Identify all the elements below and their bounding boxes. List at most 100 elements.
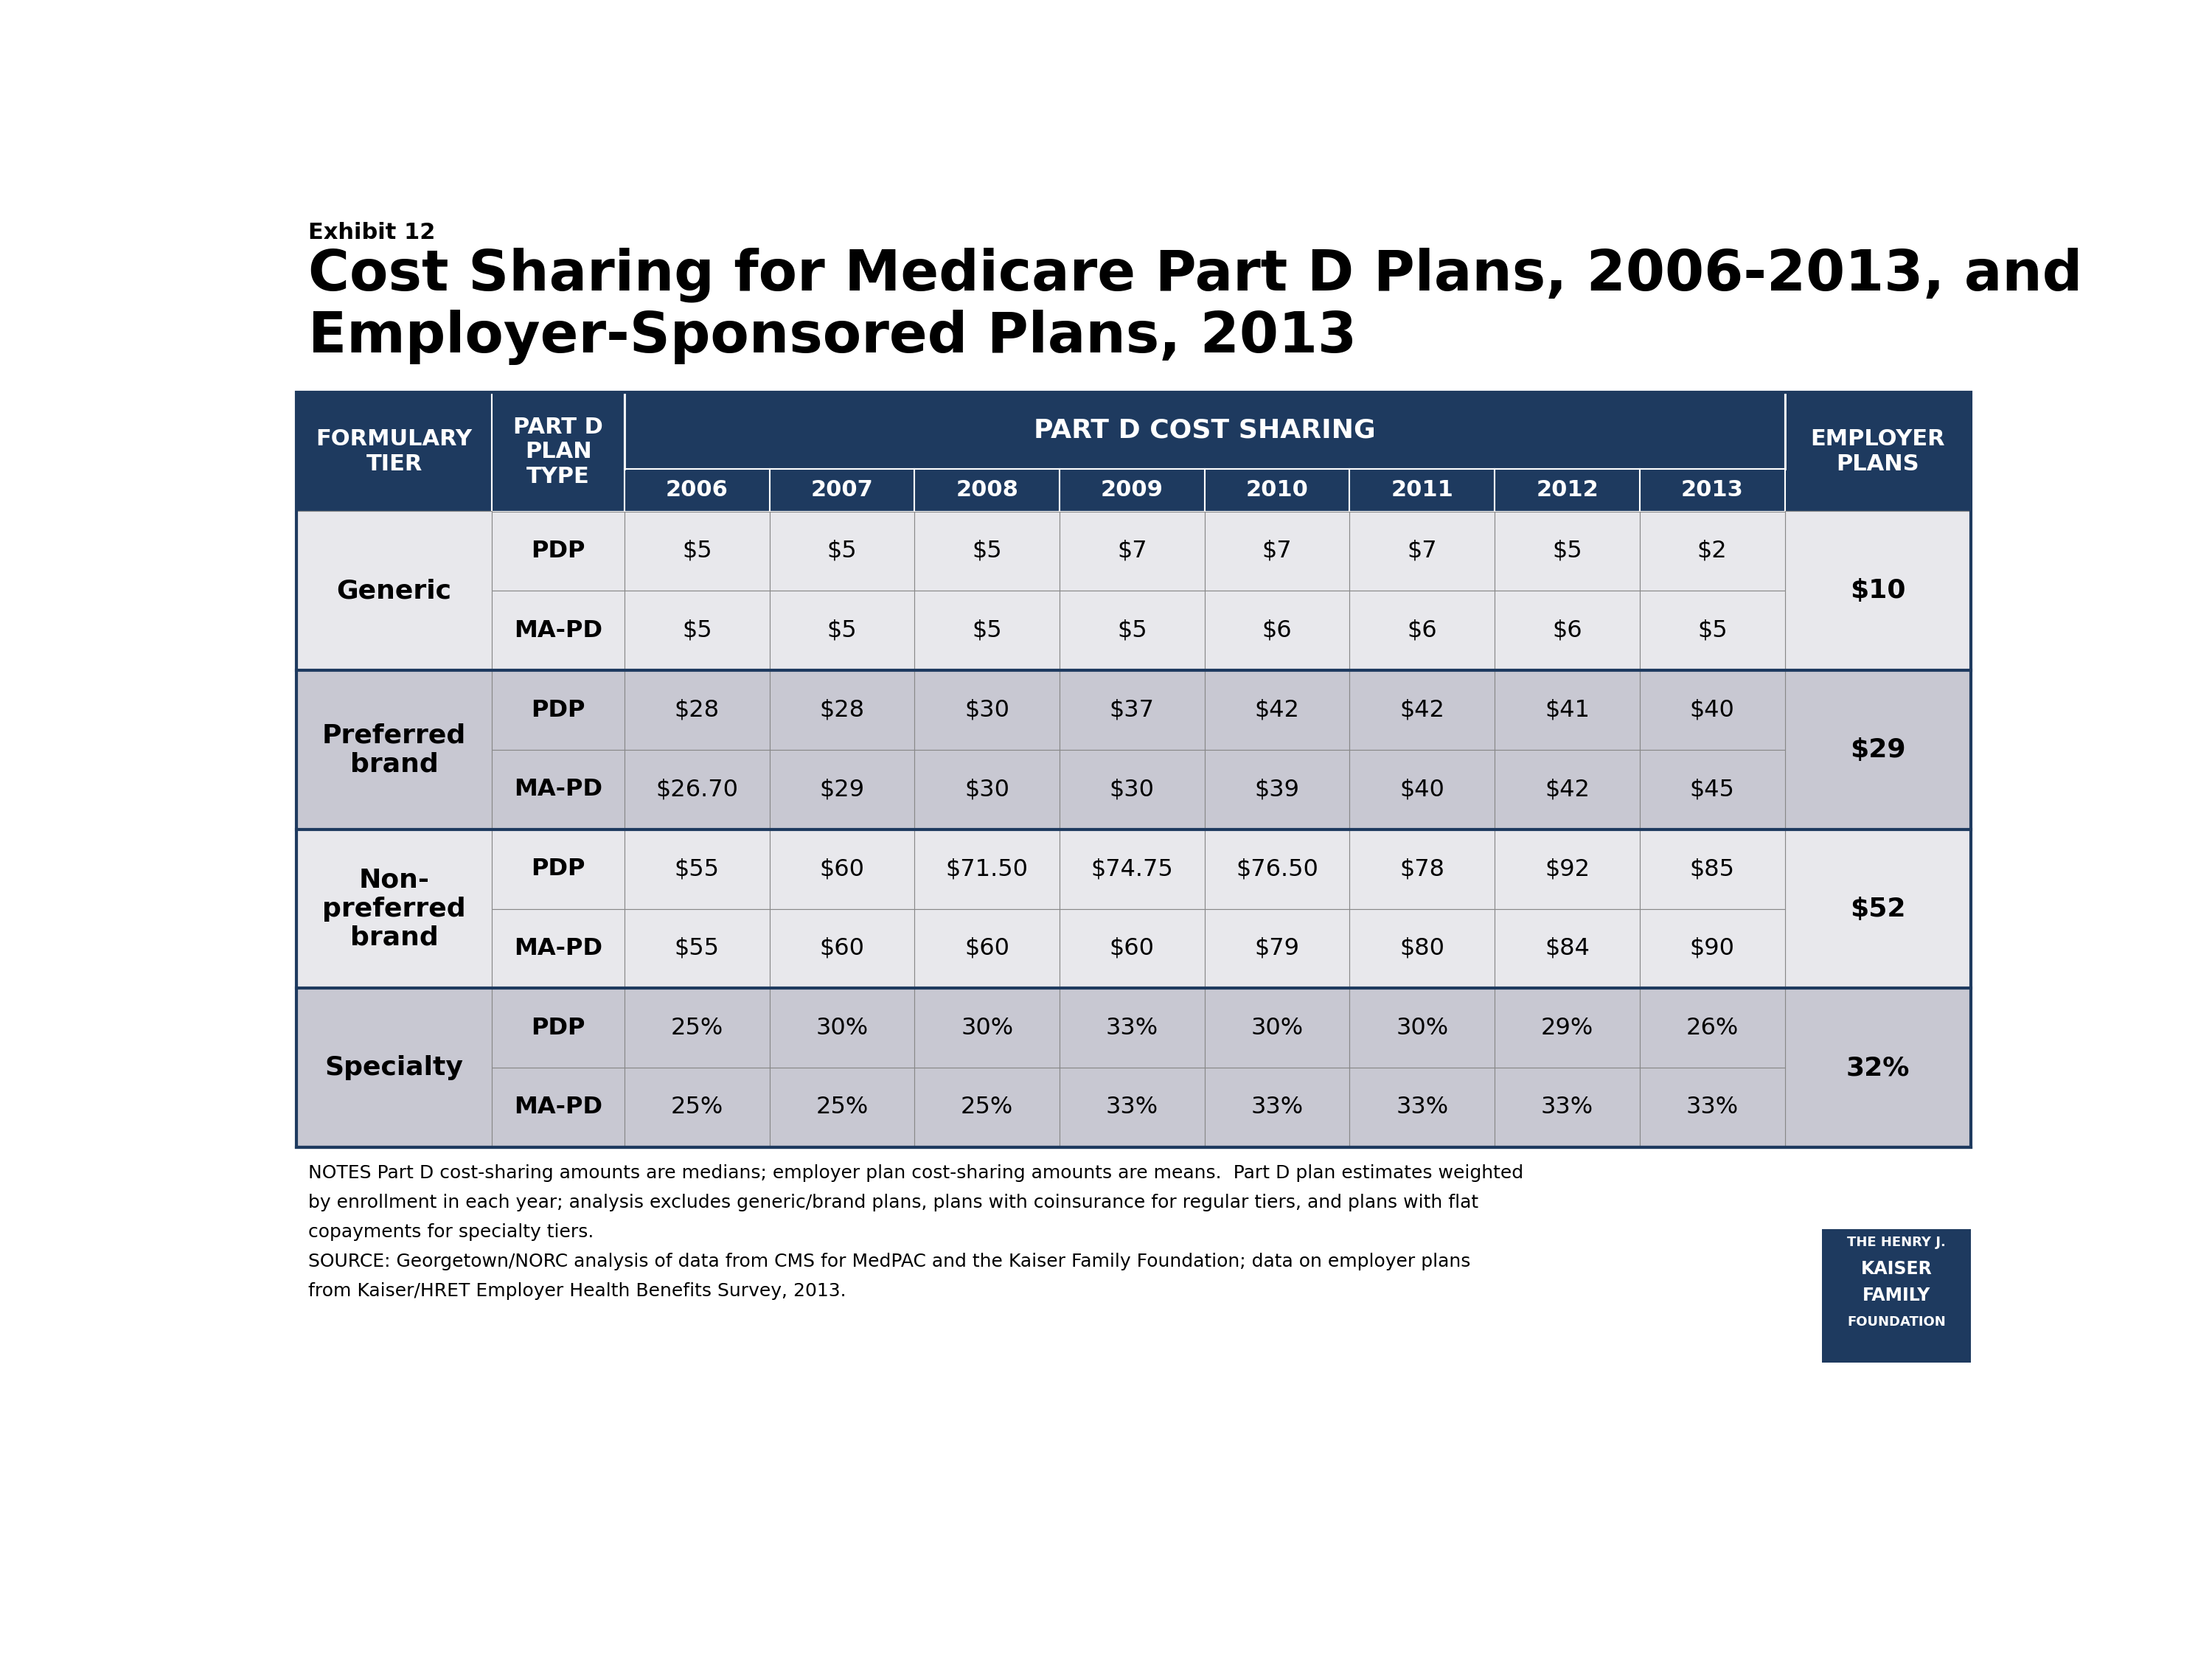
Text: $41: $41 <box>1544 698 1590 722</box>
Bar <box>624 591 770 670</box>
Text: 2011: 2011 <box>1391 479 1453 501</box>
Text: 2010: 2010 <box>1245 479 1310 501</box>
Text: $85: $85 <box>1690 858 1734 881</box>
Text: Cost Sharing for Medicare Part D Plans, 2006-2013, and: Cost Sharing for Medicare Part D Plans, … <box>307 247 2081 302</box>
Text: 30%: 30% <box>816 1017 867 1040</box>
Bar <box>1639 1068 1785 1148</box>
Text: $40: $40 <box>1690 698 1734 722</box>
Bar <box>914 591 1060 670</box>
Text: $30: $30 <box>964 698 1009 722</box>
Bar <box>624 989 770 1068</box>
Text: 25%: 25% <box>670 1017 723 1040</box>
Bar <box>1060 591 1206 670</box>
Text: $28: $28 <box>675 698 719 722</box>
Bar <box>1785 989 1971 1148</box>
Bar <box>770 750 914 830</box>
Text: 26%: 26% <box>1686 1017 1739 1040</box>
Text: $29: $29 <box>1849 737 1907 763</box>
Text: $92: $92 <box>1544 858 1590 881</box>
Bar <box>1785 830 1971 989</box>
Bar <box>1060 469 1206 511</box>
Bar <box>1639 511 1785 591</box>
Bar <box>1495 1068 1639 1148</box>
Bar <box>1206 909 1349 989</box>
Text: $45: $45 <box>1690 778 1734 801</box>
Bar <box>1060 909 1206 989</box>
Text: $42: $42 <box>1400 698 1444 722</box>
Text: Employer-Sponsored Plans, 2013: Employer-Sponsored Plans, 2013 <box>307 310 1356 365</box>
Text: 25%: 25% <box>670 1097 723 1118</box>
Bar <box>491 1068 624 1148</box>
Text: MA-PD: MA-PD <box>513 937 602 961</box>
Text: 29%: 29% <box>1542 1017 1593 1040</box>
Bar <box>1060 511 1206 591</box>
Text: 33%: 33% <box>1396 1097 1449 1118</box>
Text: 30%: 30% <box>1252 1017 1303 1040</box>
Text: $55: $55 <box>675 937 719 961</box>
Bar <box>1349 1068 1495 1148</box>
Bar <box>1495 909 1639 989</box>
Bar <box>1495 750 1639 830</box>
Bar <box>1060 1068 1206 1148</box>
Text: $5: $5 <box>827 619 856 642</box>
Bar <box>296 511 491 670</box>
Text: MA-PD: MA-PD <box>513 619 602 642</box>
Bar <box>914 989 1060 1068</box>
Text: $30: $30 <box>964 778 1009 801</box>
Text: $5: $5 <box>971 619 1002 642</box>
Text: $60: $60 <box>818 937 865 961</box>
Text: $6: $6 <box>1553 619 1582 642</box>
Text: by enrollment in each year; analysis excludes generic/brand plans, plans with co: by enrollment in each year; analysis exc… <box>307 1194 1478 1211</box>
Bar <box>1349 469 1495 511</box>
Bar <box>296 670 491 830</box>
Bar <box>1495 670 1639 750</box>
Bar <box>1349 591 1495 670</box>
Bar <box>770 1068 914 1148</box>
Bar <box>914 909 1060 989</box>
Text: Non-
preferred
brand: Non- preferred brand <box>323 868 467 951</box>
Bar <box>770 670 914 750</box>
Text: $26.70: $26.70 <box>655 778 739 801</box>
Bar <box>770 830 914 909</box>
Text: $7: $7 <box>1117 539 1148 562</box>
Bar <box>1639 909 1785 989</box>
Bar <box>1639 830 1785 909</box>
Bar <box>624 469 770 511</box>
Text: $60: $60 <box>1110 937 1155 961</box>
Bar <box>1349 909 1495 989</box>
Bar <box>624 1068 770 1148</box>
Bar <box>914 670 1060 750</box>
Bar <box>1206 670 1349 750</box>
Text: $78: $78 <box>1400 858 1444 881</box>
Bar <box>624 511 770 591</box>
Text: 32%: 32% <box>1847 1055 1909 1080</box>
Text: 33%: 33% <box>1106 1097 1159 1118</box>
Text: $80: $80 <box>1400 937 1444 961</box>
Text: $7: $7 <box>1407 539 1438 562</box>
Bar <box>914 511 1060 591</box>
Text: $84: $84 <box>1544 937 1590 961</box>
Text: $40: $40 <box>1400 778 1444 801</box>
Bar <box>624 670 770 750</box>
Text: EMPLOYER
PLANS: EMPLOYER PLANS <box>1809 428 1944 474</box>
Text: $37: $37 <box>1110 698 1155 722</box>
Text: THE HENRY J.: THE HENRY J. <box>1847 1236 1947 1249</box>
Bar <box>1206 750 1349 830</box>
Bar <box>491 392 624 511</box>
Bar <box>914 750 1060 830</box>
Text: $79: $79 <box>1254 937 1301 961</box>
Bar <box>491 989 624 1068</box>
Text: SOURCE: Georgetown/NORC analysis of data from CMS for MedPAC and the Kaiser Fami: SOURCE: Georgetown/NORC analysis of data… <box>307 1253 1471 1271</box>
Text: $5: $5 <box>1697 619 1728 642</box>
Text: 2012: 2012 <box>1535 479 1599 501</box>
Bar <box>296 830 491 989</box>
Text: $29: $29 <box>818 778 865 801</box>
Text: $7: $7 <box>1263 539 1292 562</box>
Bar <box>1206 1068 1349 1148</box>
Bar <box>770 591 914 670</box>
Text: 25%: 25% <box>816 1097 869 1118</box>
Bar <box>1206 469 1349 511</box>
Text: $60: $60 <box>964 937 1009 961</box>
Text: MA-PD: MA-PD <box>513 778 602 801</box>
Bar <box>296 392 491 511</box>
